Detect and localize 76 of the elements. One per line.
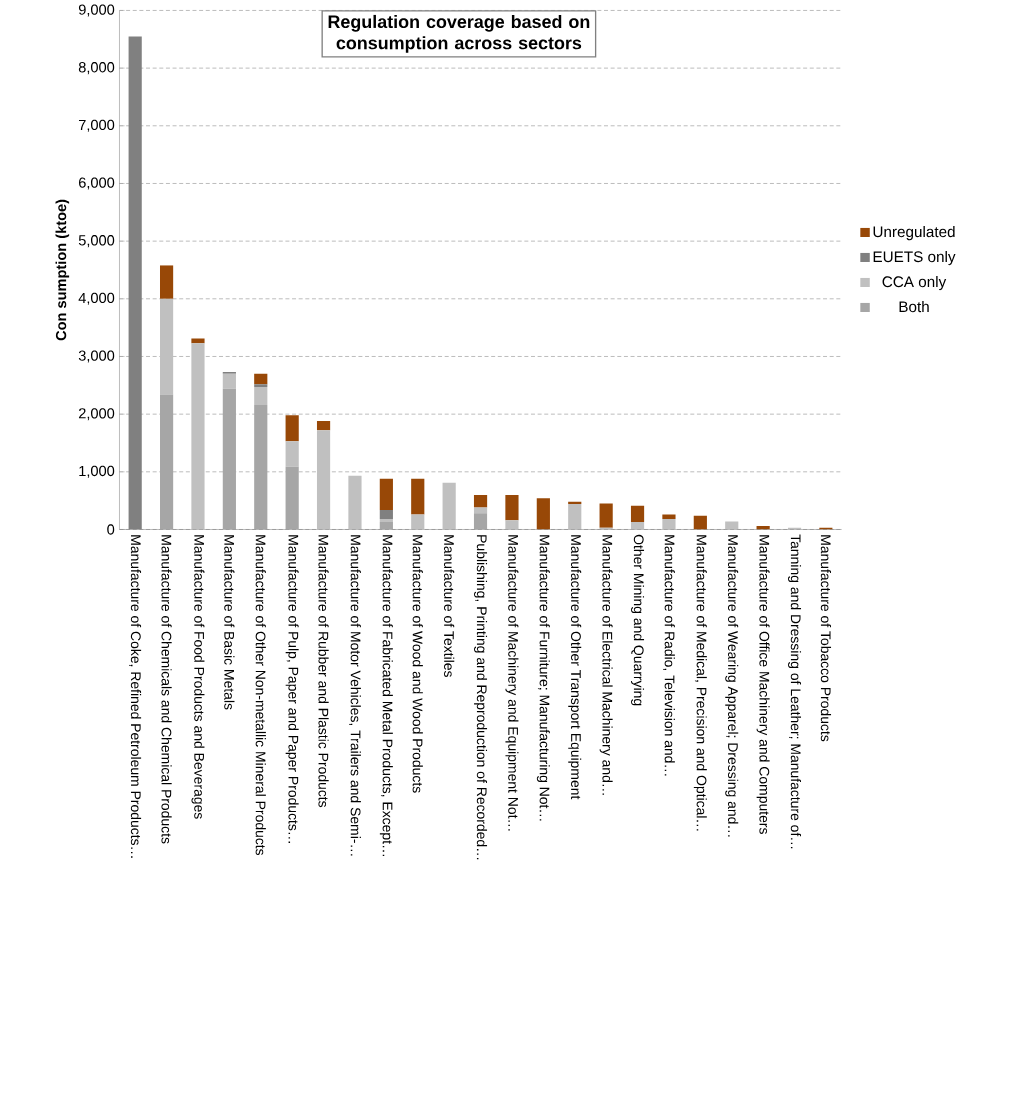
y-tick-label: 0 <box>107 524 115 535</box>
bar <box>254 387 268 405</box>
y-axis-title: Con sumption (ktoe) <box>55 199 70 341</box>
bar <box>316 430 331 530</box>
bar <box>505 520 519 530</box>
x-tick-label: Manufacture of Electrical Machinery and… <box>599 535 613 795</box>
bar <box>254 373 268 385</box>
bar <box>254 404 268 530</box>
x-tick-label: Manufacture of Rubber and Plastic Products <box>318 535 329 808</box>
bar <box>693 515 707 530</box>
y-tick-label: 4,000 <box>78 292 115 305</box>
x-tick-label: Manufacture of Textiles <box>443 535 455 677</box>
x-tick-label: Manufacture of Pulp, Paper and Paper Products… <box>285 535 299 843</box>
x-tick-label: Manufacture of Other Transport Equipment <box>568 535 582 800</box>
y-tick-label: 8,000 <box>78 62 115 75</box>
x-tick-label: Manufacture of Furniture; Manufacturing Not… <box>536 535 550 821</box>
text: Regulation coverage based on consumption across sectors <box>328 14 590 53</box>
bar <box>159 298 174 395</box>
bar <box>379 519 393 522</box>
bar <box>536 498 550 530</box>
bar <box>473 494 488 508</box>
y-tick-label: 5,000 <box>78 235 115 248</box>
bar <box>505 494 519 521</box>
legend-label: Unregulated <box>873 225 955 241</box>
x-tick-label: Manufacture of Coke, Refined Petroleum Products… <box>129 535 142 858</box>
bar <box>662 514 676 520</box>
bar <box>379 522 393 530</box>
bar <box>159 265 174 299</box>
y-tick-label: 3,000 <box>78 350 115 363</box>
bar <box>222 388 236 530</box>
bar <box>662 519 676 530</box>
bar <box>379 509 393 520</box>
legend-label: CCA only <box>882 275 947 291</box>
bar <box>599 503 613 528</box>
legend-label: EUETS only <box>873 250 956 266</box>
bar <box>222 373 236 389</box>
x-tick-label: Manufacture of Office Machinery and Computers <box>756 535 770 834</box>
y-tick-label: 6,000 <box>78 177 115 190</box>
y-tick-label: 9,000 <box>78 4 115 17</box>
bar <box>725 521 739 530</box>
x-tick-label: Manufacture of Basic Metals <box>224 535 235 710</box>
bar <box>442 482 456 530</box>
x-tick-label: Manufacture of Other Non-metallic Mineral Products <box>255 535 266 856</box>
bar <box>411 514 425 530</box>
x-tick-label: Manufacture of Motor Vehicles, Trailers and Semi-… <box>348 535 361 856</box>
bar <box>191 338 205 344</box>
bar <box>254 384 268 388</box>
bar <box>568 504 582 530</box>
x-tick-label: Manufacture of Chemicals and Chemical Products <box>161 535 172 844</box>
x-tick-label: Other Mining and Quarrying <box>630 534 644 706</box>
x-tick-label: Manufacture of Fabricated Metal Products, Except… <box>379 535 393 857</box>
x-tick-label: Manufacture of Tobacco Products <box>820 535 831 742</box>
bar <box>285 415 299 442</box>
bar <box>285 441 299 467</box>
bar <box>159 394 174 530</box>
bar <box>630 505 645 522</box>
x-tick-label: Tanning and Dressing of Leather; Manufacture of… <box>787 534 801 849</box>
bar <box>379 478 393 510</box>
x-tick-label: Publishing, Printing and Reproduction of Recorded… <box>473 535 487 860</box>
bar <box>630 522 645 530</box>
y-tick-label: 2,000 <box>78 408 115 421</box>
y-tick-label: 1,000 <box>79 465 115 478</box>
legend-label: Both <box>899 300 929 313</box>
bar <box>285 466 299 530</box>
bar <box>348 475 362 530</box>
x-tick-label: Manufacture of Food Products and Beverages <box>191 535 205 819</box>
y-tick-label: 7,000 <box>78 119 115 132</box>
bar <box>316 421 331 431</box>
bar <box>191 343 205 530</box>
x-tick-label: Manufacture of Machinery and Equipment Not… <box>505 535 519 831</box>
x-tick-label: Manufacture of Wood and Wood Products <box>412 535 423 793</box>
x-tick-label: Manufacture of Wearing Apparel; Dressing and… <box>725 535 739 837</box>
bar <box>411 478 425 515</box>
x-tick-label: Manufacture of Radio, Television and… <box>662 535 675 776</box>
bar <box>473 513 488 530</box>
x-tick-label: Manufacture of Medical, Precision and Optical… <box>693 535 707 831</box>
